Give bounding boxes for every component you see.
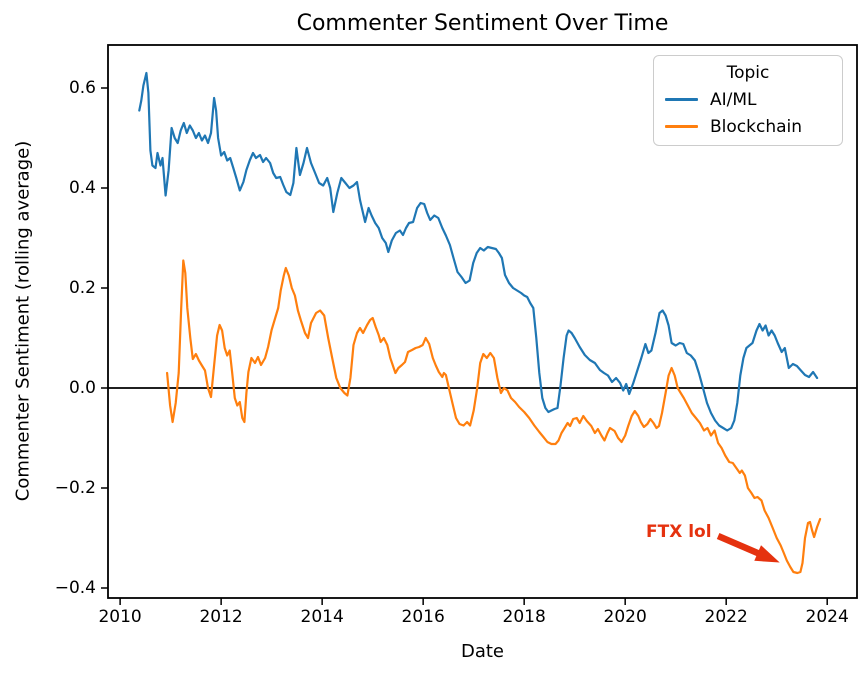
legend-item-ai-ml: AI/ML — [654, 86, 842, 113]
y-tick-label-−0.4: −0.4 — [54, 578, 96, 598]
legend-item-blockchain: Blockchain — [654, 113, 842, 140]
chart-title: Commenter Sentiment Over Time — [296, 11, 669, 36]
legend-title: Topic — [726, 63, 770, 83]
y-tick-label-−0.2: −0.2 — [54, 478, 96, 498]
x-tick-label-2022: 2022 — [704, 607, 748, 627]
x-axis-label: Date — [460, 641, 505, 662]
y-tick-label-0.4: 0.4 — [68, 178, 96, 198]
x-tick-label-2024: 2024 — [805, 607, 849, 627]
x-tick-label-2016: 2016 — [401, 607, 445, 627]
annotation-text: FTX lol — [646, 522, 712, 542]
plot-border — [107, 44, 858, 599]
series-line-blockchain — [166, 259, 822, 575]
x-tick-label-2012: 2012 — [199, 607, 243, 627]
annotation-arrow — [716, 533, 763, 558]
x-tick-label-2014: 2014 — [300, 607, 344, 627]
y-tick-label-0.0: 0.0 — [68, 378, 96, 398]
y-tick-label-0.6: 0.6 — [68, 78, 96, 98]
x-tick-label-2018: 2018 — [502, 607, 546, 627]
legend-label-blockchain: Blockchain — [710, 116, 803, 137]
legend-label-ai-ml: AI/ML — [710, 89, 757, 110]
x-tick-label-2010: 2010 — [98, 607, 142, 627]
x-tick-label-2020: 2020 — [603, 607, 647, 627]
legend: Topic AI/ML Blockchain — [653, 55, 843, 146]
legend-swatch-ai-ml — [665, 97, 698, 102]
y-tick-label-0.2: 0.2 — [68, 278, 96, 298]
legend-swatch-blockchain — [665, 124, 698, 129]
series-line-ai-ml — [138, 71, 819, 432]
annotation-arrowhead — [754, 545, 780, 563]
